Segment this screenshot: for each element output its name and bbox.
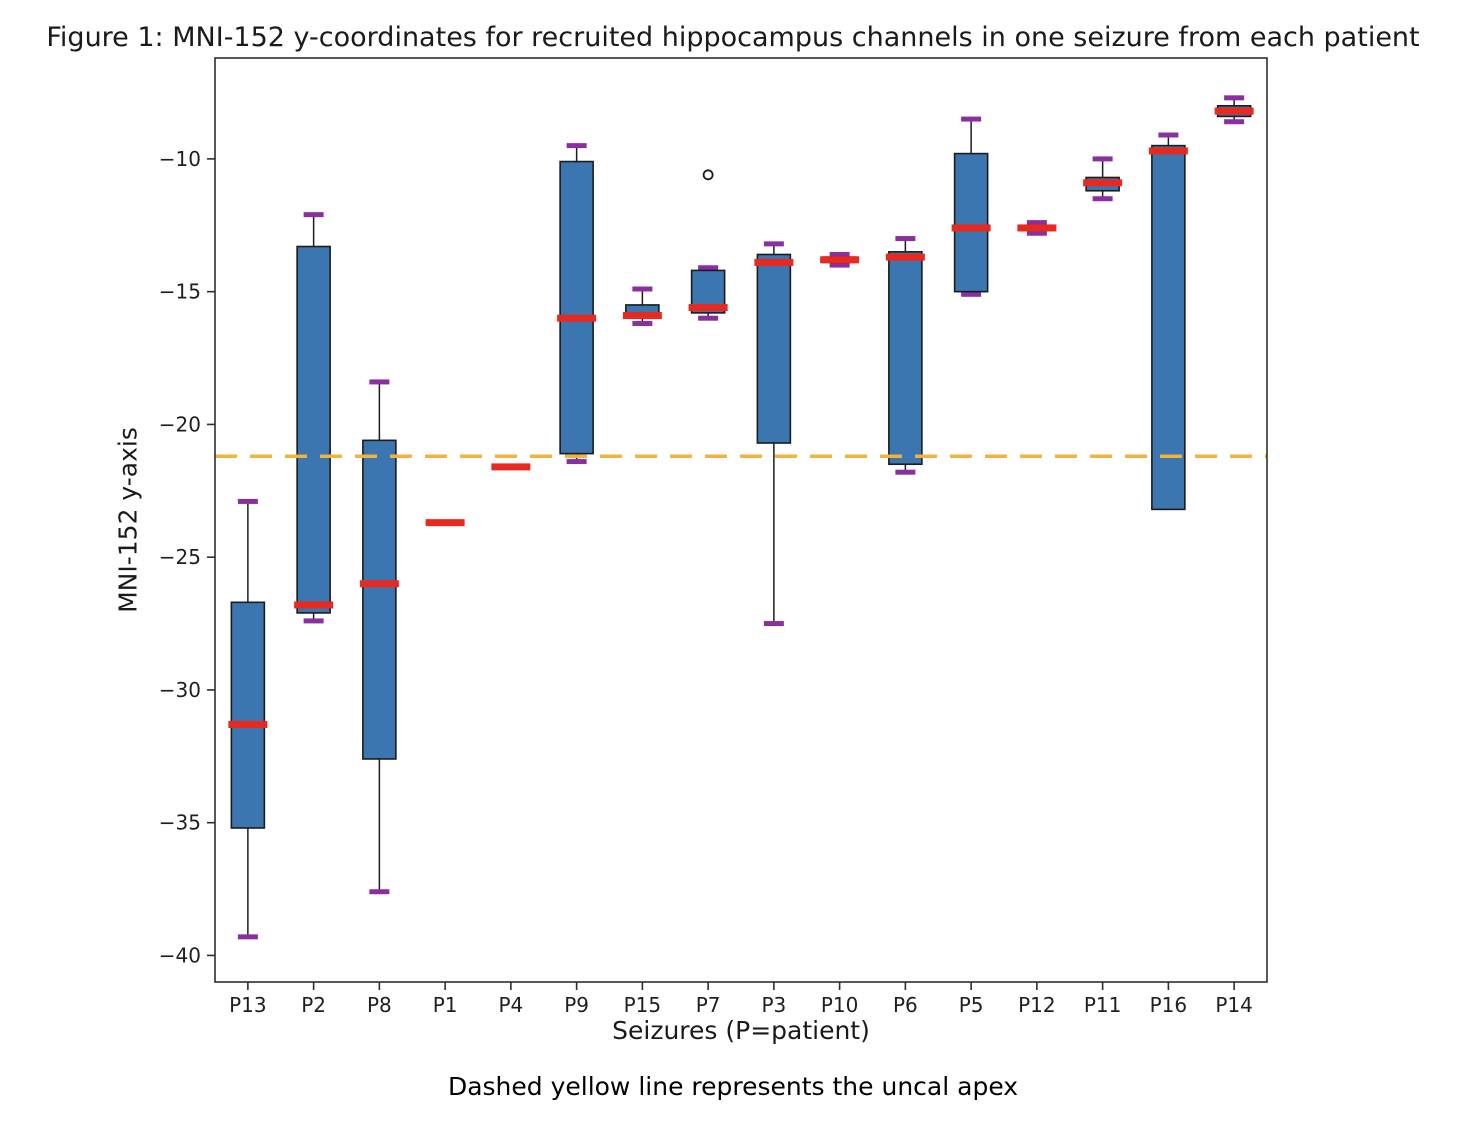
cap-lower-P11 [1092,196,1113,202]
box-rect-P5 [953,152,989,293]
x-tick-label: P14 [1215,993,1253,1017]
median-line-P7 [688,304,728,312]
cap-lower-P8 [369,889,390,895]
cap-upper-P2 [303,212,324,218]
median-line-P5 [951,224,991,232]
x-tick-label: P12 [1018,993,1056,1017]
x-tick-label: P5 [959,993,984,1017]
x-tick-label: P10 [821,993,859,1017]
cap-upper-P14 [1224,95,1245,101]
cap-lower-P5 [961,291,982,297]
y-tick-label: −30 [159,678,201,702]
box-rect-P2 [296,245,331,614]
plot-border [214,57,1268,983]
cap-lower-P6 [895,469,916,475]
cap-upper-P7 [698,265,719,271]
cap-lower-P9 [566,459,587,465]
box-rect-P6 [888,251,923,466]
x-axis-label: Seizures (P=patient) [612,1016,870,1045]
x-tick-label: P7 [696,993,721,1017]
median-line-P15 [622,312,662,320]
cap-lower-P10 [829,262,850,268]
x-tick-label: P15 [624,993,662,1017]
box-rect-P16 [1151,144,1186,511]
median-line-P3 [754,258,794,266]
cap-upper-P12 [1026,220,1047,226]
cap-upper-P9 [566,143,587,149]
median-line-P1 [425,519,465,527]
outlier-marker-P7 [702,169,714,181]
median-line-P4 [491,463,531,471]
x-tick-label: P16 [1150,993,1188,1017]
x-tick-label: P3 [761,993,786,1017]
box-rect-P8 [362,439,397,760]
cap-upper-P11 [1092,156,1113,162]
cap-lower-P2 [303,618,324,624]
median-line-P9 [557,314,597,322]
x-tick-label: P11 [1084,993,1122,1017]
cap-upper-P13 [237,498,258,504]
x-tick-label: P9 [564,993,589,1017]
y-tick-label: −40 [159,943,201,967]
box-rect-P13 [230,601,266,829]
cap-upper-P6 [895,236,916,242]
median-line-P13 [228,720,268,728]
box-rect-P9 [559,160,594,455]
median-line-P10 [820,256,860,264]
x-tick-label: P2 [301,993,326,1017]
figure-title: Figure 1: MNI-152 y-coordinates for recr… [46,22,1420,53]
cap-lower-P3 [763,621,784,627]
cap-upper-P16 [1158,132,1179,138]
x-tick-label: P13 [229,993,267,1017]
y-tick-label: −20 [159,412,201,436]
median-line-P11 [1083,179,1123,187]
median-line-P6 [885,253,925,261]
box-rect-P3 [756,253,792,444]
cap-lower-P15 [632,321,653,327]
y-tick-label: −25 [159,545,201,569]
x-tick-label: P8 [367,993,392,1017]
cap-lower-P14 [1224,119,1245,125]
cap-upper-P10 [829,251,850,257]
x-tick-label: P6 [893,993,918,1017]
cap-upper-P3 [763,241,784,247]
cap-upper-P5 [961,116,982,122]
cap-upper-P15 [632,286,653,292]
cap-lower-P12 [1026,230,1047,236]
y-tick-label: −35 [159,811,201,835]
median-line-P16 [1148,147,1188,155]
y-tick-label: −15 [159,280,201,304]
cap-lower-P7 [698,315,719,321]
median-line-P8 [359,580,399,588]
median-line-P2 [294,601,334,609]
cap-lower-P13 [237,934,258,940]
x-tick-label: P1 [433,993,458,1017]
figure-caption: Dashed yellow line represents the uncal … [447,1072,1019,1101]
cap-upper-P8 [369,379,390,385]
median-line-P12 [1017,224,1057,232]
y-tick-label: −10 [159,147,201,171]
x-tick-label: P4 [498,993,523,1017]
median-line-P14 [1214,107,1254,115]
